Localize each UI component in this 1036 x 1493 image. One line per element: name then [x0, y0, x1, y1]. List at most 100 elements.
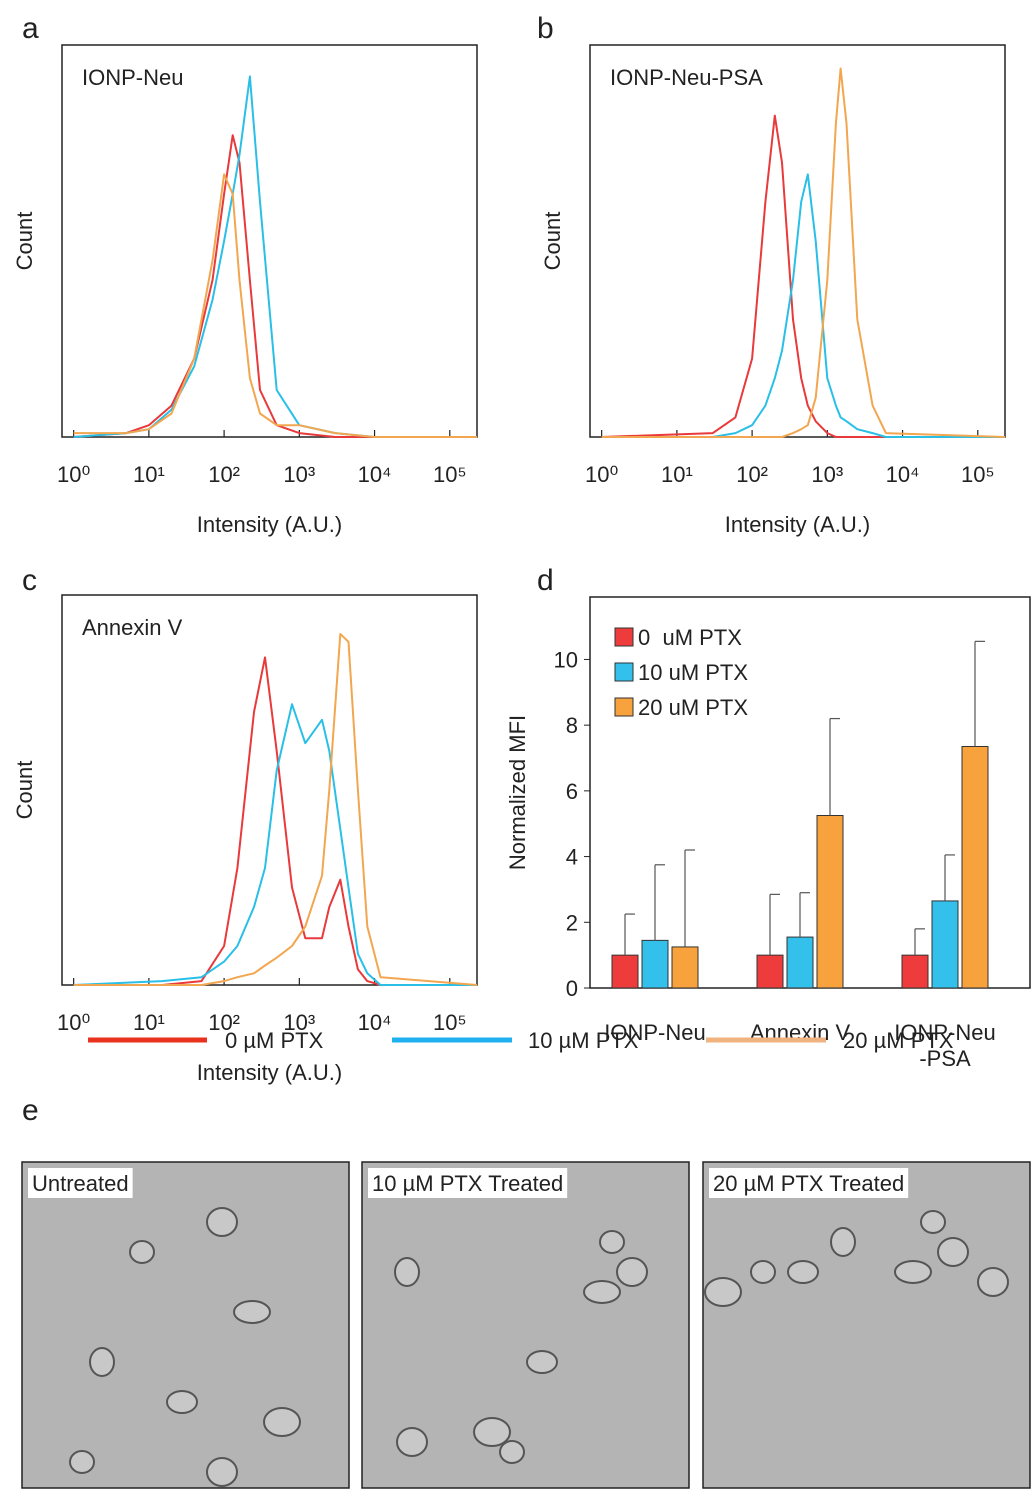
histogram-line	[73, 75, 477, 438]
plot-frame	[589, 44, 1006, 438]
y-axis-label: Count	[12, 761, 37, 820]
bar	[961, 746, 989, 989]
bar	[816, 815, 844, 989]
cell	[206, 1457, 238, 1487]
bar	[671, 946, 699, 989]
cell	[206, 1207, 238, 1237]
x-tick-label: 10³	[283, 462, 315, 487]
bar	[901, 954, 929, 989]
cell	[977, 1267, 1009, 1297]
panel-label: d	[537, 564, 554, 597]
cell	[920, 1210, 946, 1234]
legend-label: 0 uM PTX	[638, 625, 742, 650]
error-bar	[914, 928, 925, 956]
plot-frame	[61, 594, 478, 986]
x-tick-label: 10⁰	[57, 1010, 90, 1035]
cell	[894, 1260, 932, 1284]
label-background	[368, 1168, 568, 1198]
error-bar	[829, 717, 840, 816]
cell	[704, 1277, 742, 1307]
cell	[616, 1257, 648, 1287]
cell	[394, 1257, 420, 1287]
histogram-line	[601, 173, 1005, 438]
panel-label: b	[537, 12, 554, 45]
panel-label: e	[22, 1094, 39, 1127]
cell	[129, 1240, 155, 1264]
histogram-line	[601, 114, 1005, 438]
x-tick-label: 10⁴	[886, 462, 920, 487]
histogram-line	[601, 67, 1006, 438]
x-tick-label: 10²	[208, 1010, 240, 1035]
image-label: Untreated	[32, 1171, 129, 1196]
y-tick-label: 6	[566, 779, 578, 804]
annotation: IONP-Neu	[82, 65, 183, 90]
x-tick-label: 10⁰	[57, 462, 90, 487]
y-tick-label: 10	[554, 647, 578, 672]
bar	[756, 954, 784, 989]
y-tick-label: 8	[566, 713, 578, 738]
panel-label: c	[22, 564, 37, 597]
legend-swatch	[614, 662, 634, 682]
cell	[526, 1350, 558, 1374]
legend-label: 20 µM PTX	[843, 1028, 954, 1053]
x-tick-label: 10¹	[661, 462, 693, 487]
cell	[787, 1260, 819, 1284]
cell	[166, 1390, 198, 1414]
plot-frame	[61, 44, 478, 438]
histogram-line	[73, 134, 477, 438]
error-bar	[624, 913, 635, 956]
cell	[69, 1450, 95, 1474]
cell	[233, 1300, 271, 1324]
legend-label: 0 µM PTX	[225, 1028, 324, 1053]
error-bar	[654, 864, 665, 941]
y-axis-label: Normalized MFI	[505, 715, 530, 870]
histogram-line	[73, 173, 477, 438]
y-tick-label: 0	[566, 976, 578, 1001]
label-background	[28, 1168, 133, 1198]
histogram-line	[73, 656, 477, 986]
x-tick-label: IONP-Neu	[604, 1020, 705, 1045]
x-tick-label: 10⁴	[358, 462, 392, 487]
legend-label: 20 uM PTX	[638, 695, 748, 720]
cell	[499, 1440, 525, 1464]
image-label: 20 µM PTX Treated	[713, 1171, 904, 1196]
cell	[599, 1230, 625, 1254]
y-axis-label: Count	[540, 212, 565, 271]
error-bar	[974, 640, 985, 747]
annotation: Annexin V	[82, 615, 183, 640]
x-tick-label: 10⁵	[433, 462, 467, 487]
cell	[750, 1260, 776, 1284]
error-bar	[769, 893, 780, 956]
error-bar	[799, 892, 810, 938]
error-bar	[944, 854, 955, 901]
y-tick-label: 2	[566, 910, 578, 935]
legend-label: 10 uM PTX	[638, 660, 748, 685]
histogram-line	[73, 633, 478, 986]
x-tick-label: 10¹	[133, 462, 165, 487]
legend-label: 10 µM PTX	[528, 1028, 639, 1053]
micrograph	[702, 1161, 1031, 1489]
x-tick-label: 10⁵	[961, 462, 995, 487]
x-tick-label: 10²	[736, 462, 768, 487]
x-tick-label: 10³	[811, 462, 843, 487]
panel-label: a	[22, 12, 39, 45]
x-tick-label: 10⁰	[585, 462, 618, 487]
label-background	[709, 1168, 909, 1198]
cell	[396, 1427, 428, 1457]
bar	[931, 900, 959, 989]
cell	[937, 1237, 969, 1267]
x-tick-label: 10⁵	[433, 1010, 467, 1035]
y-tick-label: 4	[566, 845, 578, 870]
y-axis-label: Count	[12, 212, 37, 271]
x-tick-label: 10¹	[133, 1010, 165, 1035]
x-axis-label: Intensity (A.U.)	[197, 1060, 342, 1085]
annotation: IONP-Neu-PSA	[610, 65, 763, 90]
cell	[89, 1347, 115, 1377]
legend-swatch	[614, 627, 634, 647]
cell	[830, 1227, 856, 1257]
x-axis-label: Intensity (A.U.)	[725, 512, 870, 537]
cell	[473, 1417, 511, 1447]
x-axis-label: Intensity (A.U.)	[197, 512, 342, 537]
legend-swatch	[614, 697, 634, 717]
